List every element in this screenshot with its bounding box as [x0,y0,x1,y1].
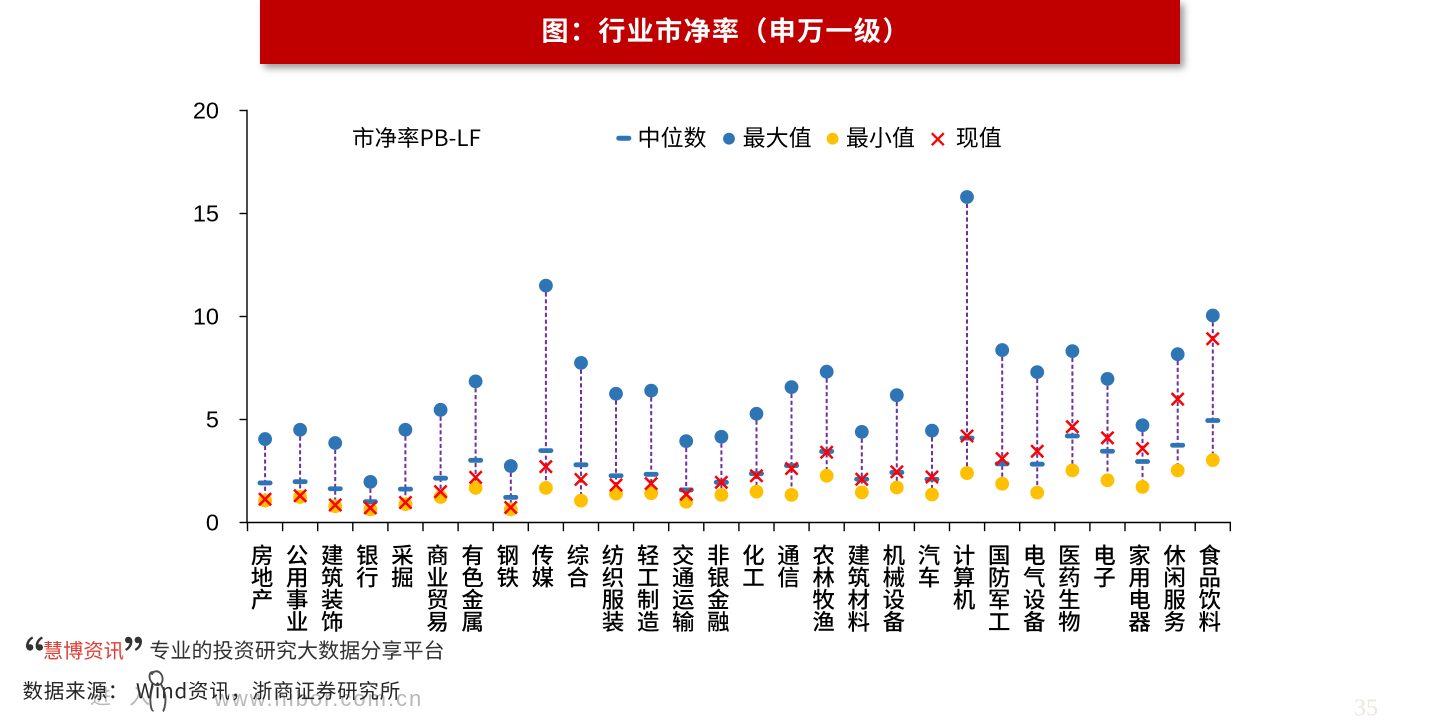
svg-text:20: 20 [193,97,219,123]
svg-text:0: 0 [206,509,219,535]
svg-text:5: 5 [206,406,219,432]
svg-text:35: 35 [1354,696,1378,722]
svg-text:10: 10 [193,303,219,329]
svg-text:15: 15 [193,200,219,226]
svg-text:www.hibor.com.cn: www.hibor.com.cn [213,686,423,711]
